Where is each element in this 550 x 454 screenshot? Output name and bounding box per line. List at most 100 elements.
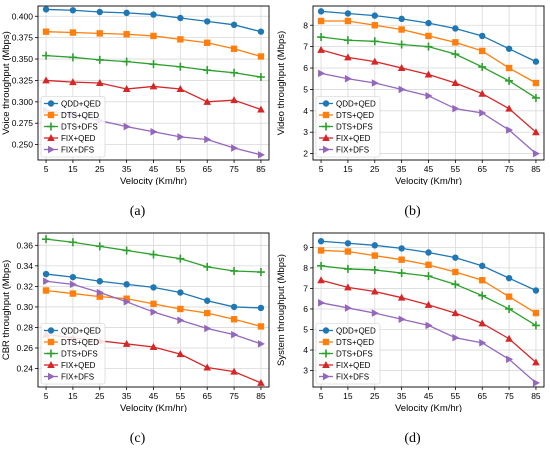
data-point — [424, 300, 433, 308]
data-point — [532, 309, 540, 317]
data-point — [123, 122, 131, 131]
data-point — [505, 293, 513, 300]
legend-marker — [322, 134, 330, 141]
data-point — [452, 104, 460, 113]
data-point — [204, 297, 211, 304]
x-tick-label: 25 — [95, 391, 105, 401]
data-point — [425, 321, 433, 330]
data-point — [42, 235, 51, 244]
data-point — [505, 45, 513, 52]
legend-item: FIX+DFS — [319, 146, 369, 155]
legend-item: DTS+QED — [319, 338, 374, 347]
x-tick-label: 35 — [122, 164, 132, 174]
data-point — [398, 15, 405, 23]
data-point — [505, 334, 513, 342]
data-point — [398, 315, 406, 324]
series-dts-dfs — [317, 33, 540, 102]
x-tick-label: 55 — [176, 164, 186, 174]
data-point — [149, 342, 158, 350]
data-point — [317, 8, 325, 15]
data-point — [230, 68, 239, 77]
data-point — [177, 316, 185, 325]
data-point — [176, 62, 185, 71]
data-point — [398, 85, 406, 94]
legend-item: FIX+QED — [319, 134, 371, 143]
data-point — [451, 280, 460, 289]
data-point — [177, 36, 184, 43]
y-tick-label: 8 — [303, 20, 308, 30]
x-tick-label: 15 — [343, 164, 353, 174]
caption-c: (c) — [129, 431, 146, 446]
data-point — [95, 79, 104, 86]
data-point — [69, 7, 77, 14]
y-axis-label: System throughput (Mbps) — [276, 254, 287, 366]
data-point — [204, 324, 212, 333]
series-fix-qed — [317, 276, 540, 366]
data-point — [150, 308, 158, 316]
data-point — [398, 26, 405, 33]
legend-item: DTS+DFS — [44, 122, 98, 132]
data-point — [150, 32, 157, 40]
data-point — [397, 293, 406, 301]
legend-label: QDD+QED — [61, 327, 101, 336]
data-point — [506, 126, 514, 134]
data-point — [95, 242, 104, 251]
data-point — [532, 58, 540, 65]
legend-label: FIX+QED — [336, 361, 371, 370]
data-point — [123, 295, 130, 302]
x-axis-label: Velocity (Km/hr) — [395, 403, 462, 412]
legend-box — [40, 96, 106, 158]
data-point — [42, 28, 50, 35]
data-point — [68, 53, 77, 62]
data-point — [42, 51, 51, 60]
y-tick-label: 5 — [303, 325, 308, 335]
data-point — [343, 264, 352, 273]
data-point — [343, 36, 352, 45]
data-point — [478, 291, 487, 300]
y-tick-label: 0.34 — [16, 261, 33, 271]
y-tick-label: 0.300 — [12, 97, 34, 107]
data-point — [370, 57, 379, 65]
legend-marker — [322, 100, 330, 107]
series-qdd-qed — [317, 238, 540, 294]
legend-marker — [322, 327, 330, 334]
legend-marker — [322, 111, 330, 119]
y-tick-label: 0.350 — [12, 54, 34, 64]
data-point — [204, 18, 211, 25]
x-tick-label: 75 — [504, 164, 514, 174]
legend-box — [315, 323, 381, 385]
data-point — [149, 250, 158, 259]
x-tick-label: 45 — [149, 391, 159, 401]
data-point — [506, 355, 514, 364]
data-point — [398, 256, 405, 263]
y-tick-label: 0.400 — [12, 11, 34, 21]
data-point — [123, 281, 130, 288]
data-point — [176, 350, 185, 358]
legend-marker — [47, 122, 55, 131]
x-tick-label: 85 — [531, 164, 541, 174]
x-tick-label: 5 — [319, 164, 324, 174]
legend-label: DTS+QED — [61, 338, 99, 347]
data-point — [42, 287, 50, 294]
data-point — [231, 144, 239, 152]
data-point — [204, 135, 212, 144]
series-fix-qed — [317, 45, 540, 136]
y-axis-label: Voice throughput (Mbps) — [1, 31, 12, 135]
legend-item: QDD+QED — [44, 100, 101, 109]
x-tick-label: 85 — [256, 164, 266, 174]
series-dts-qed — [317, 17, 540, 87]
data-point — [371, 309, 379, 317]
data-point — [203, 66, 212, 75]
data-point — [230, 21, 238, 29]
x-tick-label: 35 — [397, 391, 407, 401]
data-point — [257, 323, 265, 330]
x-tick-label: 45 — [424, 164, 434, 174]
data-point — [43, 277, 51, 286]
data-point — [479, 277, 486, 284]
x-tick-label: 75 — [504, 391, 514, 401]
data-point — [42, 6, 50, 13]
y-tick-label: 6 — [303, 304, 308, 314]
x-tick-label: 75 — [229, 164, 239, 174]
